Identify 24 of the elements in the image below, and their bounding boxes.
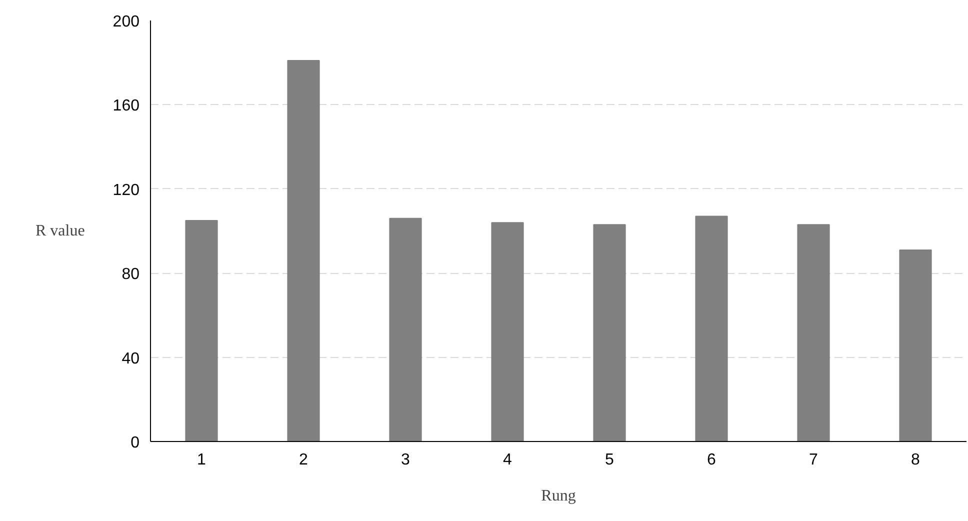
y-tick-label: 160	[112, 98, 140, 115]
bar	[185, 220, 218, 442]
y-tick-label: 0	[130, 434, 140, 452]
x-axis-title: Rung	[541, 488, 576, 504]
x-tick-label: 4	[503, 452, 512, 468]
bar	[389, 218, 422, 442]
y-tick-label: 80	[122, 266, 140, 284]
bar	[287, 60, 320, 442]
bar	[797, 224, 830, 442]
x-tick-label: 2	[299, 452, 308, 468]
y-axis-title: R value	[35, 222, 85, 240]
y-tick-label: 120	[112, 182, 140, 199]
x-tick-label: 7	[809, 452, 818, 468]
y-tick-label: 200	[112, 14, 140, 30]
bar	[899, 249, 932, 442]
bar	[491, 222, 524, 442]
y-tick-label: 40	[122, 350, 140, 368]
x-tick-label: 3	[401, 452, 410, 468]
x-tick-label: 1	[197, 452, 206, 468]
x-tick-label: 5	[605, 452, 614, 468]
x-tick-label: 8	[911, 452, 920, 468]
bar	[593, 224, 626, 442]
x-tick-label: 6	[707, 452, 716, 468]
bar	[695, 216, 728, 442]
